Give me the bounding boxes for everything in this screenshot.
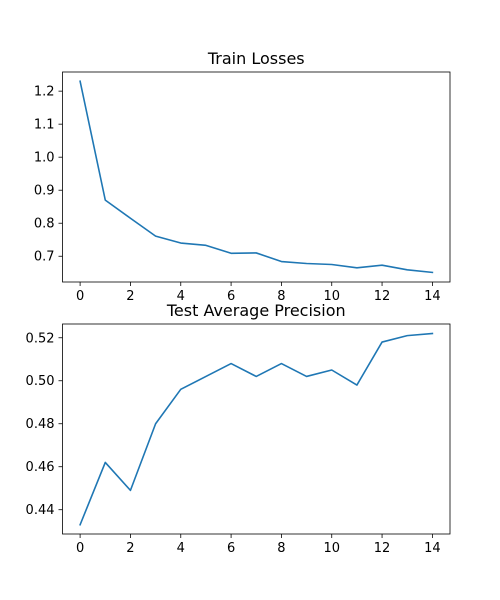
x-tick-label: 12 <box>374 541 391 556</box>
x-tick-label: 10 <box>323 541 340 556</box>
x-tick-label: 8 <box>277 541 285 556</box>
y-tick-label: 1.2 <box>34 85 55 100</box>
x-tick-label: 8 <box>277 289 285 304</box>
x-tick-label: 0 <box>76 289 84 304</box>
x-tick-label: 4 <box>177 541 185 556</box>
x-tick-label: 0 <box>76 541 84 556</box>
plot-frame <box>62 71 451 283</box>
chart-title: Test Average Precision <box>166 301 346 320</box>
series-line-1 <box>79 80 434 274</box>
y-tick-label: 1.1 <box>34 118 55 133</box>
x-tick-label: 14 <box>424 289 441 304</box>
x-tick-label: 10 <box>323 289 340 304</box>
y-tick-label: 0.8 <box>34 217 55 232</box>
x-tick-label: 4 <box>177 289 185 304</box>
y-tick-label: 0.7 <box>34 250 55 265</box>
x-tick-label: 6 <box>227 541 235 556</box>
x-tick-label: 2 <box>126 289 134 304</box>
chart-panel-1: Train Losses 0 2 4 6 8 10 12 14 0.7 0.8 0.9 1.0 1.1 1.… <box>34 49 451 304</box>
y-tick-label: 0.9 <box>34 184 55 199</box>
chart-title: Train Losses <box>207 49 305 68</box>
y-tick-label: 0.50 <box>26 374 55 389</box>
y-tick-label: 0.52 <box>26 331 55 346</box>
series-line-1 <box>79 332 434 526</box>
y-tick-label: 1.0 <box>34 151 55 166</box>
x-tick-label: 2 <box>126 541 134 556</box>
x-tick-label: 6 <box>227 289 235 304</box>
chart-panel-2: Test Average Precision 0 2 4 6 8 10 12 14 0.44 0.4… <box>26 301 451 556</box>
x-tick-label: 12 <box>374 289 391 304</box>
y-tick-label: 0.44 <box>26 503 55 518</box>
y-tick-label: 0.48 <box>26 417 55 432</box>
y-tick-label: 0.46 <box>26 460 55 475</box>
x-tick-label: 14 <box>424 541 441 556</box>
plot-frame <box>62 323 451 535</box>
